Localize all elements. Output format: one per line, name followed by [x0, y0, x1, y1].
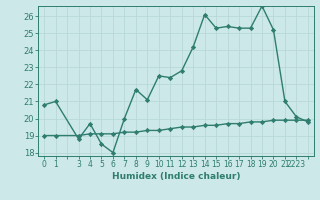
X-axis label: Humidex (Indice chaleur): Humidex (Indice chaleur) [112, 172, 240, 181]
